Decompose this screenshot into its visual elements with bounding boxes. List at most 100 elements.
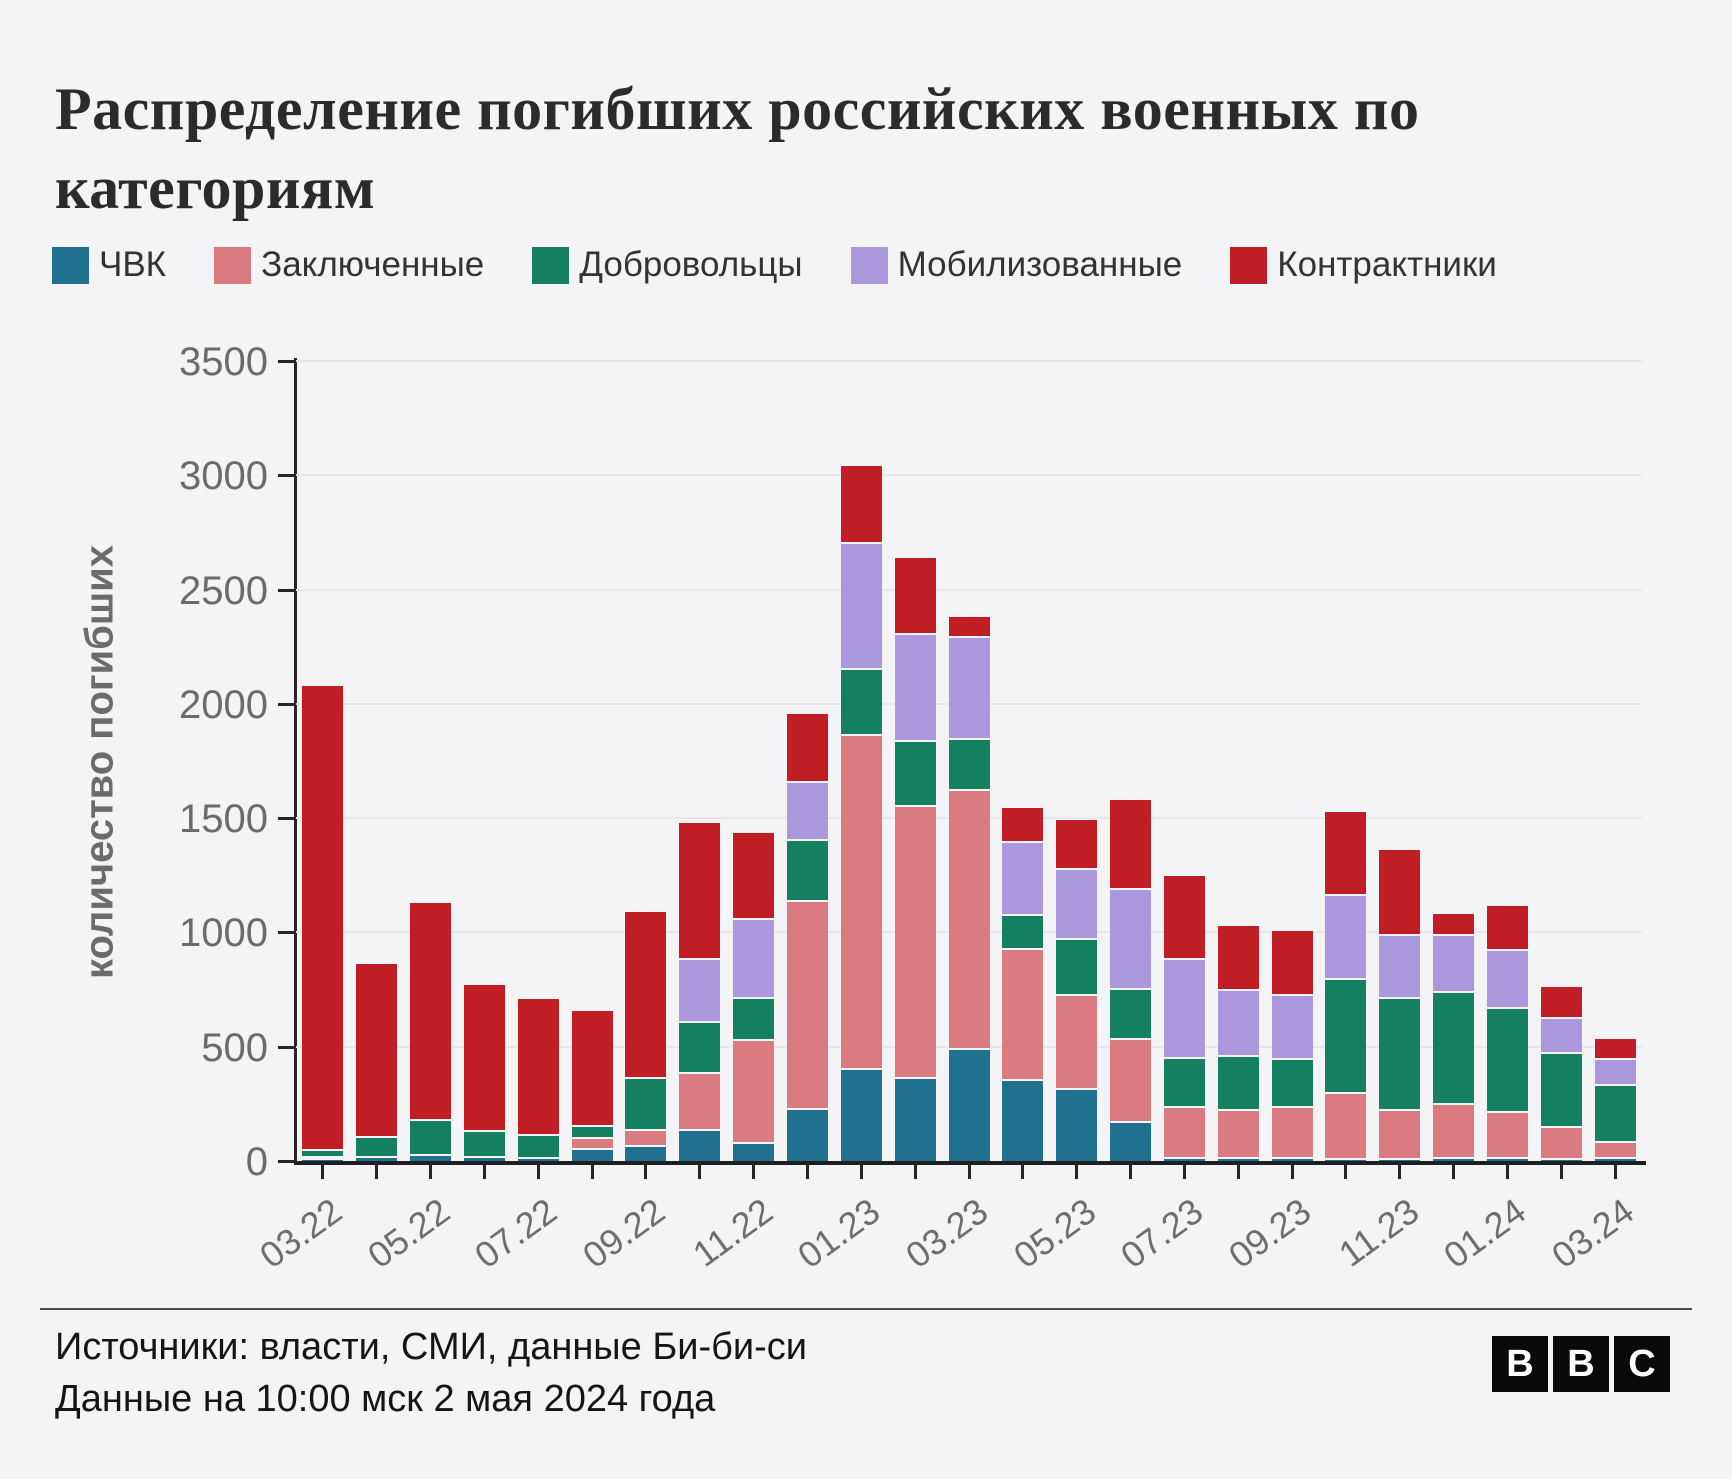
x-tick-04.22 [375,1165,379,1179]
data-date-text: Данные на 10:00 мск 2 мая 2024 года [55,1378,716,1420]
bar-segment-Добровольцы [1540,1053,1582,1128]
legend-label: ЧВК [99,245,167,284]
bar-segment-Добровольцы [1379,998,1421,1111]
y-tick-1500 [278,817,294,821]
bar-06.23 [1110,361,1152,1161]
bar-segment-Заключенные [948,790,990,1051]
bar-segment-Мобилизованные [1110,890,1152,990]
plot-area [296,360,1642,1161]
bar-segment-Контрактники [1271,931,1313,997]
x-tick-09.23 [1290,1165,1294,1179]
bar-03.24 [1594,361,1636,1161]
bar-segment-Контрактники [840,466,882,544]
bar-segment-Добровольцы [1002,916,1044,950]
bar-segment-ЧВК [1486,1158,1528,1161]
bar-06.22 [463,361,505,1161]
x-axis-line [294,1161,1646,1165]
x-tick-12.23 [1452,1165,1456,1179]
bar-segment-Мобилизованные [1056,869,1098,941]
bar-segment-Контрактники [786,714,828,783]
bar-segment-ЧВК [1379,1159,1421,1161]
x-tick-02.23 [913,1165,917,1179]
bar-segment-ЧВК [1325,1159,1367,1161]
source-text: Источники: власти, СМИ, данные Би-би-си [55,1326,808,1368]
legend-item-1: ЧВК [52,245,166,285]
y-tick-label-1500: 1500 [179,797,268,842]
x-tick-07.23 [1182,1165,1186,1179]
y-tick-2500 [278,588,294,592]
bar-04.22 [356,361,398,1161]
bar-segment-Мобилизованные [1379,935,1421,999]
gridline-3000 [296,474,1642,477]
bar-segment-Мобилизованные [840,543,882,670]
x-tick-10.23 [1344,1165,1348,1179]
bar-segment-Добровольцы [463,1132,505,1158]
legend-swatch-icon [532,246,570,284]
bar-segment-Мобилизованные [679,959,721,1023]
bar-segment-Контрактники [1110,799,1152,891]
x-tick-01.23 [859,1165,863,1179]
bar-05.22 [410,361,452,1161]
bar-segment-Заключенные [1594,1142,1636,1159]
bar-segment-Мобилизованные [1163,959,1205,1060]
bar-03.23 [948,361,990,1161]
bar-segment-Добровольцы [733,998,775,1041]
bar-segment-Контрактники [679,822,721,960]
bar-segment-Заключенные [1486,1113,1528,1159]
bar-segment-Мобилизованные [1540,1019,1582,1054]
y-tick-label-3500: 3500 [179,340,268,384]
bar-segment-Заключенные [571,1139,613,1150]
bar-segment-ЧВК [1056,1090,1098,1161]
bar-segment-Контрактники [1163,876,1205,960]
page-title: Распределение погибших российских военны… [55,76,1420,222]
bar-11.22 [733,361,775,1161]
bar-segment-Добровольцы [1056,940,1098,997]
x-tick-12.22 [805,1165,809,1179]
bar-segment-Заключенные [733,1041,775,1144]
bar-segment-Контрактники [894,557,936,636]
y-axis-line [294,358,297,1164]
y-tick-label-500: 500 [201,1025,268,1070]
bar-segment-Мобилизованные [1271,996,1313,1061]
bar-segment-Добровольцы [948,740,990,791]
y-tick-3500 [278,360,294,363]
bar-segment-Контрактники [410,902,452,1121]
bar-segment-ЧВК [1433,1158,1475,1161]
x-tick-03.24 [1613,1165,1617,1179]
bar-segment-Заключенные [1110,1039,1152,1124]
bar-segment-Добровольцы [894,741,936,807]
x-tick-05.22 [429,1165,433,1179]
bar-segment-Добровольцы [1433,993,1475,1105]
bar-segment-Заключенные [840,735,882,1070]
bar-segment-ЧВК [1271,1158,1313,1161]
bar-segment-Добровольцы [1594,1085,1636,1143]
bar-segment-Контрактники [1325,812,1367,896]
chart-legend: ЧВК Заключенные Добровольцы Мобилизованные К… [52,245,1497,285]
bar-segment-ЧВК [463,1157,505,1161]
y-tick-0 [278,1160,294,1163]
x-tick-10.22 [698,1165,702,1179]
bbc-logo-block-2: B [1553,1336,1609,1392]
bar-segment-Заключенные [679,1074,721,1132]
bar-segment-Контрактники [302,685,344,1151]
bar-segment-Добровольцы [302,1150,344,1158]
x-tick-03.22 [321,1165,325,1179]
bar-segment-ЧВК [517,1158,559,1161]
y-tick-3000 [278,474,294,478]
bar-segment-Заключенные [625,1131,667,1148]
legend-label: Добровольцы [579,245,803,284]
x-tick-01.24 [1505,1165,1509,1179]
bar-segment-Добровольцы [1217,1057,1259,1111]
x-tick-07.22 [536,1165,540,1179]
bar-segment-Добровольцы [1163,1059,1205,1109]
bar-segment-Добровольцы [840,669,882,736]
bar-segment-Контрактники [948,617,990,638]
bar-segment-Заключенные [1540,1127,1582,1160]
legend-item-3: Добровольцы [532,245,803,285]
bar-segment-ЧВК [302,1159,344,1161]
bar-segment-Контрактники [1379,850,1421,936]
bar-segment-Заключенные [1163,1108,1205,1159]
bar-segment-Мобилизованные [1486,950,1528,1009]
bar-02.23 [894,361,936,1161]
bar-segment-Мобилизованные [1002,843,1044,917]
